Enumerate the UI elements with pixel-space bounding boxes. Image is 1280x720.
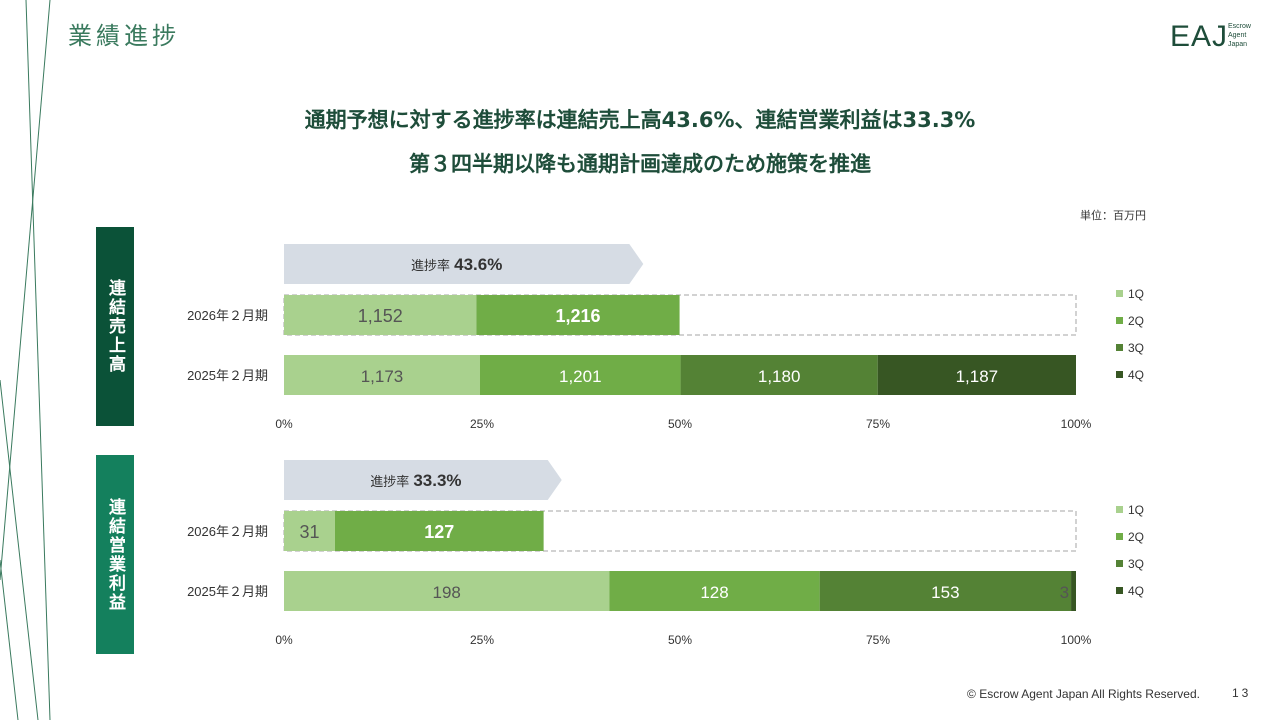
- legend-swatch: [1116, 560, 1123, 567]
- legend-swatch: [1116, 344, 1123, 351]
- unit-label: 単位：百万円: [1080, 209, 1146, 222]
- logo-main-text: EAJ: [1170, 20, 1229, 53]
- headline-2: 第３四半期以降も通期計画達成のため施策を推進: [409, 152, 871, 176]
- bar-segment: [284, 511, 335, 551]
- category-label: 2026年２月期: [187, 308, 268, 323]
- progress-arrow: [284, 244, 644, 284]
- progress-arrow: [284, 460, 562, 500]
- category-label: 2026年２月期: [187, 524, 268, 539]
- logo-sub-line: Japan: [1228, 41, 1248, 48]
- legend-entry: 2Q: [1128, 530, 1144, 544]
- page-number: 13: [1232, 686, 1252, 700]
- data-label: 153: [931, 583, 959, 602]
- logo-sub-line: Agent: [1228, 32, 1247, 39]
- bar-segment: [609, 571, 820, 611]
- data-label: 1,201: [559, 367, 602, 386]
- data-label: 1,180: [758, 367, 801, 386]
- x-tick-label: 100%: [1061, 633, 1092, 647]
- progress-label-text: 進捗率: [370, 474, 413, 490]
- x-tick-label: 50%: [668, 417, 692, 431]
- data-label: 1,216: [555, 306, 600, 326]
- category-label: 2025年２月期: [187, 368, 268, 383]
- data-label: 1,187: [956, 367, 999, 386]
- legend-swatch: [1116, 587, 1123, 594]
- x-tick-label: 50%: [668, 633, 692, 647]
- legend-swatch: [1116, 290, 1123, 297]
- legend-entry: 4Q: [1128, 368, 1144, 382]
- legend-entry: 3Q: [1128, 557, 1144, 571]
- legend-entry: 3Q: [1128, 341, 1144, 355]
- section-label-operating-profit: 連結営業利益: [96, 455, 134, 654]
- x-tick-label: 0%: [275, 417, 293, 431]
- legend-entry: 2Q: [1128, 314, 1144, 328]
- legend-entry: 4Q: [1128, 584, 1144, 598]
- legend-swatch: [1116, 506, 1123, 513]
- x-tick-label: 100%: [1061, 417, 1092, 431]
- bar-segment: [284, 571, 610, 611]
- section-label-text: 連結売上高: [105, 279, 125, 374]
- progress-label: 進捗率 43.6%: [411, 255, 502, 274]
- eaj-logo: EAJ Escrow Agent Japan: [1168, 18, 1258, 58]
- legend-entry: 1Q: [1128, 503, 1144, 517]
- category-label: 2025年２月期: [187, 584, 268, 599]
- logo-sub-text: Escrow Agent Japan: [1228, 22, 1251, 49]
- data-label: 3: [1060, 583, 1069, 602]
- section-label-sales: 連結売上高: [96, 227, 134, 426]
- data-label: 127: [424, 522, 454, 542]
- bar-segment: [479, 355, 681, 395]
- bar-segment: [476, 295, 680, 335]
- legend-swatch: [1116, 371, 1123, 378]
- legend-swatch: [1116, 317, 1123, 324]
- x-tick-label: 75%: [866, 417, 890, 431]
- data-label: 128: [700, 583, 728, 602]
- progress-value: 33.3%: [413, 471, 461, 490]
- progress-value: 43.6%: [454, 255, 502, 274]
- x-tick-label: 25%: [470, 633, 494, 647]
- progress-label: 進捗率 33.3%: [370, 471, 461, 490]
- headline-1: 通期予想に対する進捗率は連結売上高43.6%、連結営業利益は33.3%: [304, 108, 976, 132]
- bar-segment: [877, 355, 1076, 395]
- legend-entry: 1Q: [1128, 287, 1144, 301]
- data-label: 1,152: [358, 306, 403, 326]
- legend-swatch: [1116, 533, 1123, 540]
- bar-segment: [1071, 571, 1076, 611]
- x-tick-label: 75%: [866, 633, 890, 647]
- bar-segment: [680, 355, 878, 395]
- x-tick-label: 25%: [470, 417, 494, 431]
- bar-segment: [284, 355, 480, 395]
- section-label-text: 連結営業利益: [105, 497, 125, 612]
- x-tick-label: 0%: [275, 633, 293, 647]
- data-label: 31: [299, 522, 319, 542]
- data-label: 1,173: [361, 367, 404, 386]
- progress-label-text: 進捗率: [411, 258, 454, 274]
- copyright: © Escrow Agent Japan All Rights Reserved…: [967, 687, 1200, 701]
- data-label: 198: [432, 583, 460, 602]
- page-title: 業績進捗: [68, 22, 180, 50]
- bar-segment: [334, 511, 544, 551]
- bar-segment: [819, 571, 1072, 611]
- logo-sub-line: Escrow: [1228, 23, 1251, 30]
- bar-segment: [284, 295, 477, 335]
